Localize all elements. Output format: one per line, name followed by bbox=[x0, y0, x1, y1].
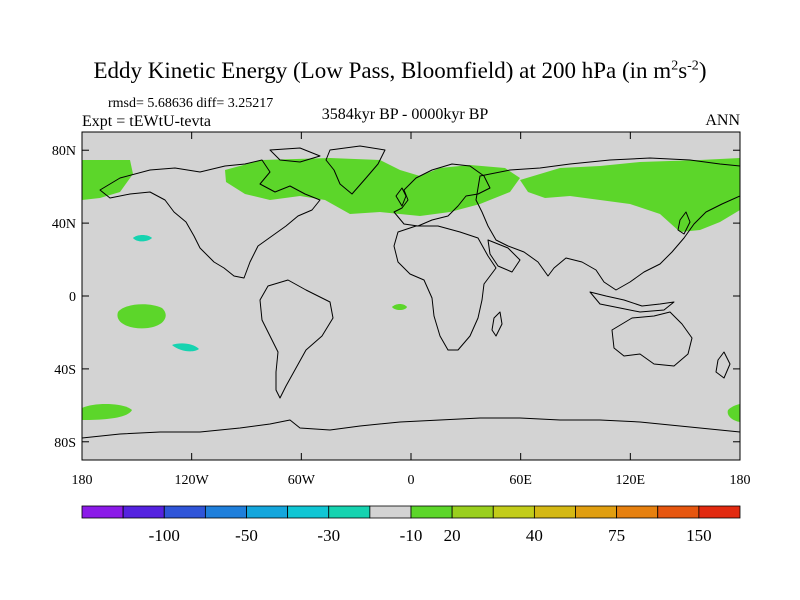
colorbar-label: 40 bbox=[526, 526, 543, 545]
experiment-label: Expt = tEWtU-tevta bbox=[82, 113, 211, 130]
colorbar-swatch bbox=[328, 505, 371, 519]
region-spacific bbox=[117, 304, 166, 329]
colorbar-label: 150 bbox=[686, 526, 712, 545]
season-label: ANN bbox=[705, 112, 740, 129]
coast-arctic-islands bbox=[269, 147, 321, 163]
lon-label: 120W bbox=[175, 473, 210, 488]
coast-new-zealand bbox=[715, 351, 731, 379]
coast-europe bbox=[393, 163, 491, 227]
region-namerica-greenland bbox=[225, 158, 520, 216]
coast-arabia bbox=[487, 239, 521, 273]
lat-label: 80S bbox=[54, 436, 76, 451]
coast-madagascar bbox=[491, 311, 503, 337]
colorbar-swatch bbox=[410, 505, 453, 519]
coast-north-america bbox=[99, 159, 321, 279]
lat-label: 40S bbox=[54, 363, 76, 378]
coast-greenland bbox=[325, 145, 386, 195]
coast-asia bbox=[475, 157, 740, 291]
colorbar-swatch bbox=[492, 505, 535, 519]
lon-label: 120E bbox=[616, 473, 646, 488]
lon-label: 60E bbox=[509, 473, 532, 488]
colorbar-label: 20 bbox=[444, 526, 461, 545]
colorbar-label: -10 bbox=[400, 526, 423, 545]
colorbar-swatch bbox=[698, 505, 741, 519]
region-southern-east bbox=[727, 404, 740, 422]
coast-indonesia bbox=[589, 291, 675, 313]
region-atlantic-tropical bbox=[392, 304, 407, 310]
coast-south-america bbox=[259, 279, 334, 399]
region-ne-pacific-cyan bbox=[133, 235, 152, 242]
map-axes: 80N 40N 0 40S 80S 180 120W 60W 0 60E 120E 180 bbox=[52, 132, 751, 488]
colorbar-swatch bbox=[451, 505, 494, 519]
colorbar-label: 75 bbox=[608, 526, 625, 545]
region-southern-west bbox=[82, 404, 132, 420]
coast-uk bbox=[395, 187, 407, 207]
lon-label: 180 bbox=[72, 473, 93, 488]
colorbar-swatch bbox=[533, 505, 576, 519]
colorbar-swatch bbox=[81, 505, 124, 519]
lat-label: 80N bbox=[52, 144, 76, 159]
colorbar-swatch bbox=[657, 505, 700, 519]
lat-label: 0 bbox=[69, 290, 76, 305]
colorbar-swatch bbox=[616, 505, 659, 519]
coast-antarctica bbox=[82, 417, 740, 439]
stats-text: rmsd= 5.68636 diff= 3.25217 bbox=[108, 96, 274, 111]
chart-title: Eddy Kinetic Energy (Low Pass, Bloomfiel… bbox=[93, 58, 707, 83]
colorbar-swatch bbox=[369, 505, 412, 519]
colorbar-label: -30 bbox=[317, 526, 340, 545]
region-npacific bbox=[82, 160, 133, 200]
lon-label: 60W bbox=[288, 473, 316, 488]
negative-anomaly-regions bbox=[133, 235, 199, 352]
colorbar-swatch bbox=[204, 505, 247, 519]
colorbar-swatch bbox=[246, 505, 289, 519]
coast-australia bbox=[611, 311, 693, 367]
period-label: 3584kyr BP - 0000kyr BP bbox=[321, 106, 489, 123]
colorbar-swatch bbox=[163, 505, 206, 519]
colorbar: -100 -50 -30 -10 20 40 75 150 bbox=[81, 505, 741, 545]
colorbar-swatch bbox=[122, 505, 165, 519]
colorbar-label: -50 bbox=[235, 526, 258, 545]
lon-label: 0 bbox=[408, 473, 415, 488]
coastlines bbox=[82, 145, 740, 439]
coast-japan bbox=[677, 211, 691, 235]
colorbar-label: -100 bbox=[149, 526, 180, 545]
colorbar-swatch bbox=[287, 505, 330, 519]
lon-label: 180 bbox=[730, 473, 751, 488]
region-se-pacific-cyan bbox=[172, 343, 199, 352]
colorbar-swatch bbox=[575, 505, 618, 519]
coast-africa bbox=[393, 225, 497, 351]
lat-label: 40N bbox=[52, 217, 76, 232]
